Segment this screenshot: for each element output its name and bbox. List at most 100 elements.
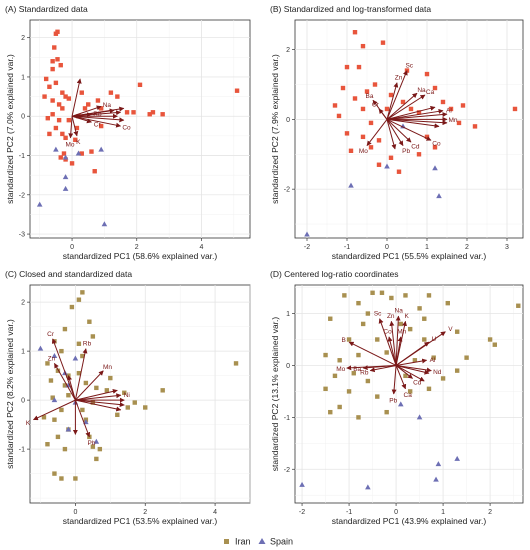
panel-4: (D) Centered log-ratio coordinates -2 -1 0 1… [270, 269, 524, 526]
loading-arrow [386, 119, 397, 150]
y-axis-label: standardized PC2 (7.9% explained var.) [270, 54, 280, 204]
point-iran [384, 409, 389, 415]
loading-arrow [391, 365, 397, 395]
point-spain [36, 201, 43, 207]
point-iran [90, 400, 96, 405]
loading-arrow [75, 388, 118, 401]
x-axis-label: standardized PC1 (53.5% explained var.) [63, 516, 218, 526]
x-tick-label: -1 [346, 509, 352, 516]
loading-label: Zn [395, 74, 403, 81]
point-iran [403, 293, 408, 298]
point-spain [348, 182, 354, 188]
point-iran [375, 394, 380, 399]
y-tick-label: -1 [284, 415, 290, 422]
point-spain [72, 355, 79, 361]
point-iran [160, 388, 165, 393]
point-iran [323, 352, 328, 358]
point-iran [344, 64, 350, 70]
point-iran [55, 57, 60, 62]
loading-label: Zn [48, 356, 56, 363]
point-iran [396, 169, 402, 174]
point-iran [74, 125, 80, 131]
point-iran [52, 471, 57, 476]
point-iran [53, 125, 59, 131]
point-iran [55, 434, 61, 440]
point-iran [69, 161, 75, 166]
point-iran [356, 415, 361, 420]
point-spain [435, 461, 442, 467]
loading-label: Rb [83, 340, 92, 347]
point-iran [352, 30, 358, 35]
y-tick-label: -2 [284, 467, 290, 474]
point-iran [448, 106, 454, 112]
x-tick-label: -2 [299, 509, 305, 516]
loading-arrow [369, 364, 397, 373]
point-iran [95, 98, 101, 103]
loading-arrow [386, 70, 408, 120]
loading-arrow [72, 115, 125, 123]
loading-label: Ba [365, 93, 373, 100]
legend: Iran Spain [224, 537, 293, 547]
point-iran [487, 337, 493, 342]
point-iran [440, 99, 446, 105]
point-iran [356, 64, 362, 70]
point-iran [50, 395, 55, 400]
loading-label: Co [122, 125, 131, 132]
legend-label-iran: Iran [235, 537, 251, 547]
point-spain [299, 481, 305, 487]
loading-label: Mn [448, 117, 457, 124]
point-iran [90, 334, 96, 339]
loading-label: Mn [397, 328, 406, 335]
loading-arrow [71, 105, 102, 117]
point-iran [360, 106, 366, 112]
point-spain [304, 231, 310, 237]
point-iran [464, 355, 469, 360]
point-iran [445, 300, 450, 306]
y-tick-label: 1 [286, 311, 290, 318]
point-iran [137, 82, 143, 88]
point-iran [147, 112, 152, 117]
y-axis-label: standardized PC2 (7.0% explained var.) [5, 54, 15, 204]
point-iran [422, 337, 427, 342]
point-iran [234, 88, 240, 93]
plot-area [29, 284, 251, 504]
point-iran [512, 106, 518, 112]
x-tick-label: 0 [73, 509, 77, 516]
loading-arrow [71, 108, 115, 117]
point-iran [56, 102, 62, 107]
plot-area [294, 19, 524, 239]
loading-arrow [33, 399, 76, 421]
point-iran [426, 293, 432, 298]
loading-label: Mo [336, 366, 345, 373]
loading-label: Ba [353, 366, 361, 373]
loading-arrow [54, 362, 76, 401]
point-iran [364, 89, 370, 94]
point-iran [348, 148, 354, 153]
point-iran [332, 103, 338, 108]
point-iran [66, 96, 72, 101]
loading-label: Al [430, 357, 436, 364]
point-iran [454, 329, 460, 334]
x-axis-label: standardized PC1 (55.5% explained var.) [332, 251, 487, 261]
point-iran [73, 476, 78, 481]
point-iran [76, 341, 82, 346]
point-iran [45, 361, 50, 366]
point-iran [360, 43, 366, 49]
loading-arrow [366, 119, 388, 146]
loading-arrow [75, 393, 122, 401]
loading-label: Nd [433, 369, 442, 376]
point-iran [412, 358, 418, 363]
loading-label: Zn [387, 313, 395, 320]
loading-arrow [74, 348, 88, 401]
y-tick-label: 0 [21, 398, 25, 405]
point-iran [86, 102, 91, 107]
plot-area [294, 284, 524, 504]
point-iran [108, 90, 114, 95]
point-spain [416, 414, 423, 420]
y-tick-label: 1 [21, 74, 25, 81]
point-iran [62, 446, 68, 452]
loading-label: K [405, 313, 410, 320]
point-spain [75, 150, 82, 156]
point-iran [80, 290, 85, 295]
loading-label: Pb [88, 440, 96, 447]
